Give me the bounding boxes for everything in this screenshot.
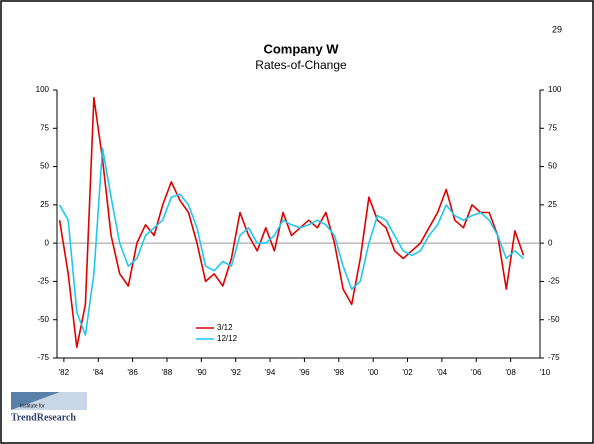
logo-shape <box>11 392 87 410</box>
y2-tick-label: 100 <box>548 85 562 94</box>
x-tick-label: '98 <box>334 368 345 377</box>
chart-title: Company W <box>263 41 339 56</box>
legend-label: 12/12 <box>217 334 238 343</box>
y-tick-label: 0 <box>45 238 50 247</box>
y-tick-label: 100 <box>36 85 50 94</box>
x-tick-label: '08 <box>505 368 516 377</box>
x-tick-label: '90 <box>196 368 207 377</box>
y-tick-label: 50 <box>40 162 49 171</box>
y-tick-label: 75 <box>40 123 49 132</box>
series-line <box>58 147 525 336</box>
chart-subtitle: Rates-of-Change <box>255 58 347 72</box>
x-tick-label: '94 <box>265 368 276 377</box>
x-tick-label: '92 <box>230 368 241 377</box>
y2-tick-label: 75 <box>548 123 557 132</box>
y2-tick-label: -50 <box>548 315 560 324</box>
x-tick-label: '06 <box>471 368 482 377</box>
y-tick-label: 25 <box>40 200 49 209</box>
x-tick-label: '86 <box>127 368 138 377</box>
y2-tick-label: 50 <box>548 162 557 171</box>
y2-tick-label: 0 <box>548 238 553 247</box>
page-number: 29 <box>552 24 562 34</box>
logo: Institute for TrendResearch <box>11 392 87 423</box>
y2-tick-label: -25 <box>548 277 560 286</box>
logo-name: TrendResearch <box>11 412 76 423</box>
y2-tick-label: -75 <box>548 353 560 362</box>
x-tick-label: '84 <box>93 368 104 377</box>
series-line <box>58 96 525 349</box>
x-tick-label: '00 <box>368 368 379 377</box>
x-tick-label: '02 <box>402 368 413 377</box>
x-tick-label: '88 <box>162 368 173 377</box>
x-tick-label: '82 <box>59 368 70 377</box>
y2-tick-label: 25 <box>548 200 557 209</box>
y-tick-label: -25 <box>37 277 49 286</box>
y-tick-label: -75 <box>37 353 49 362</box>
x-tick-label: '96 <box>299 368 310 377</box>
logo-tagline: Institute for <box>20 403 45 409</box>
x-tick-label: '10 <box>540 368 551 377</box>
y-tick-label: -50 <box>37 315 49 324</box>
legend-label: 3/12 <box>217 323 233 332</box>
x-tick-label: '04 <box>437 368 448 377</box>
